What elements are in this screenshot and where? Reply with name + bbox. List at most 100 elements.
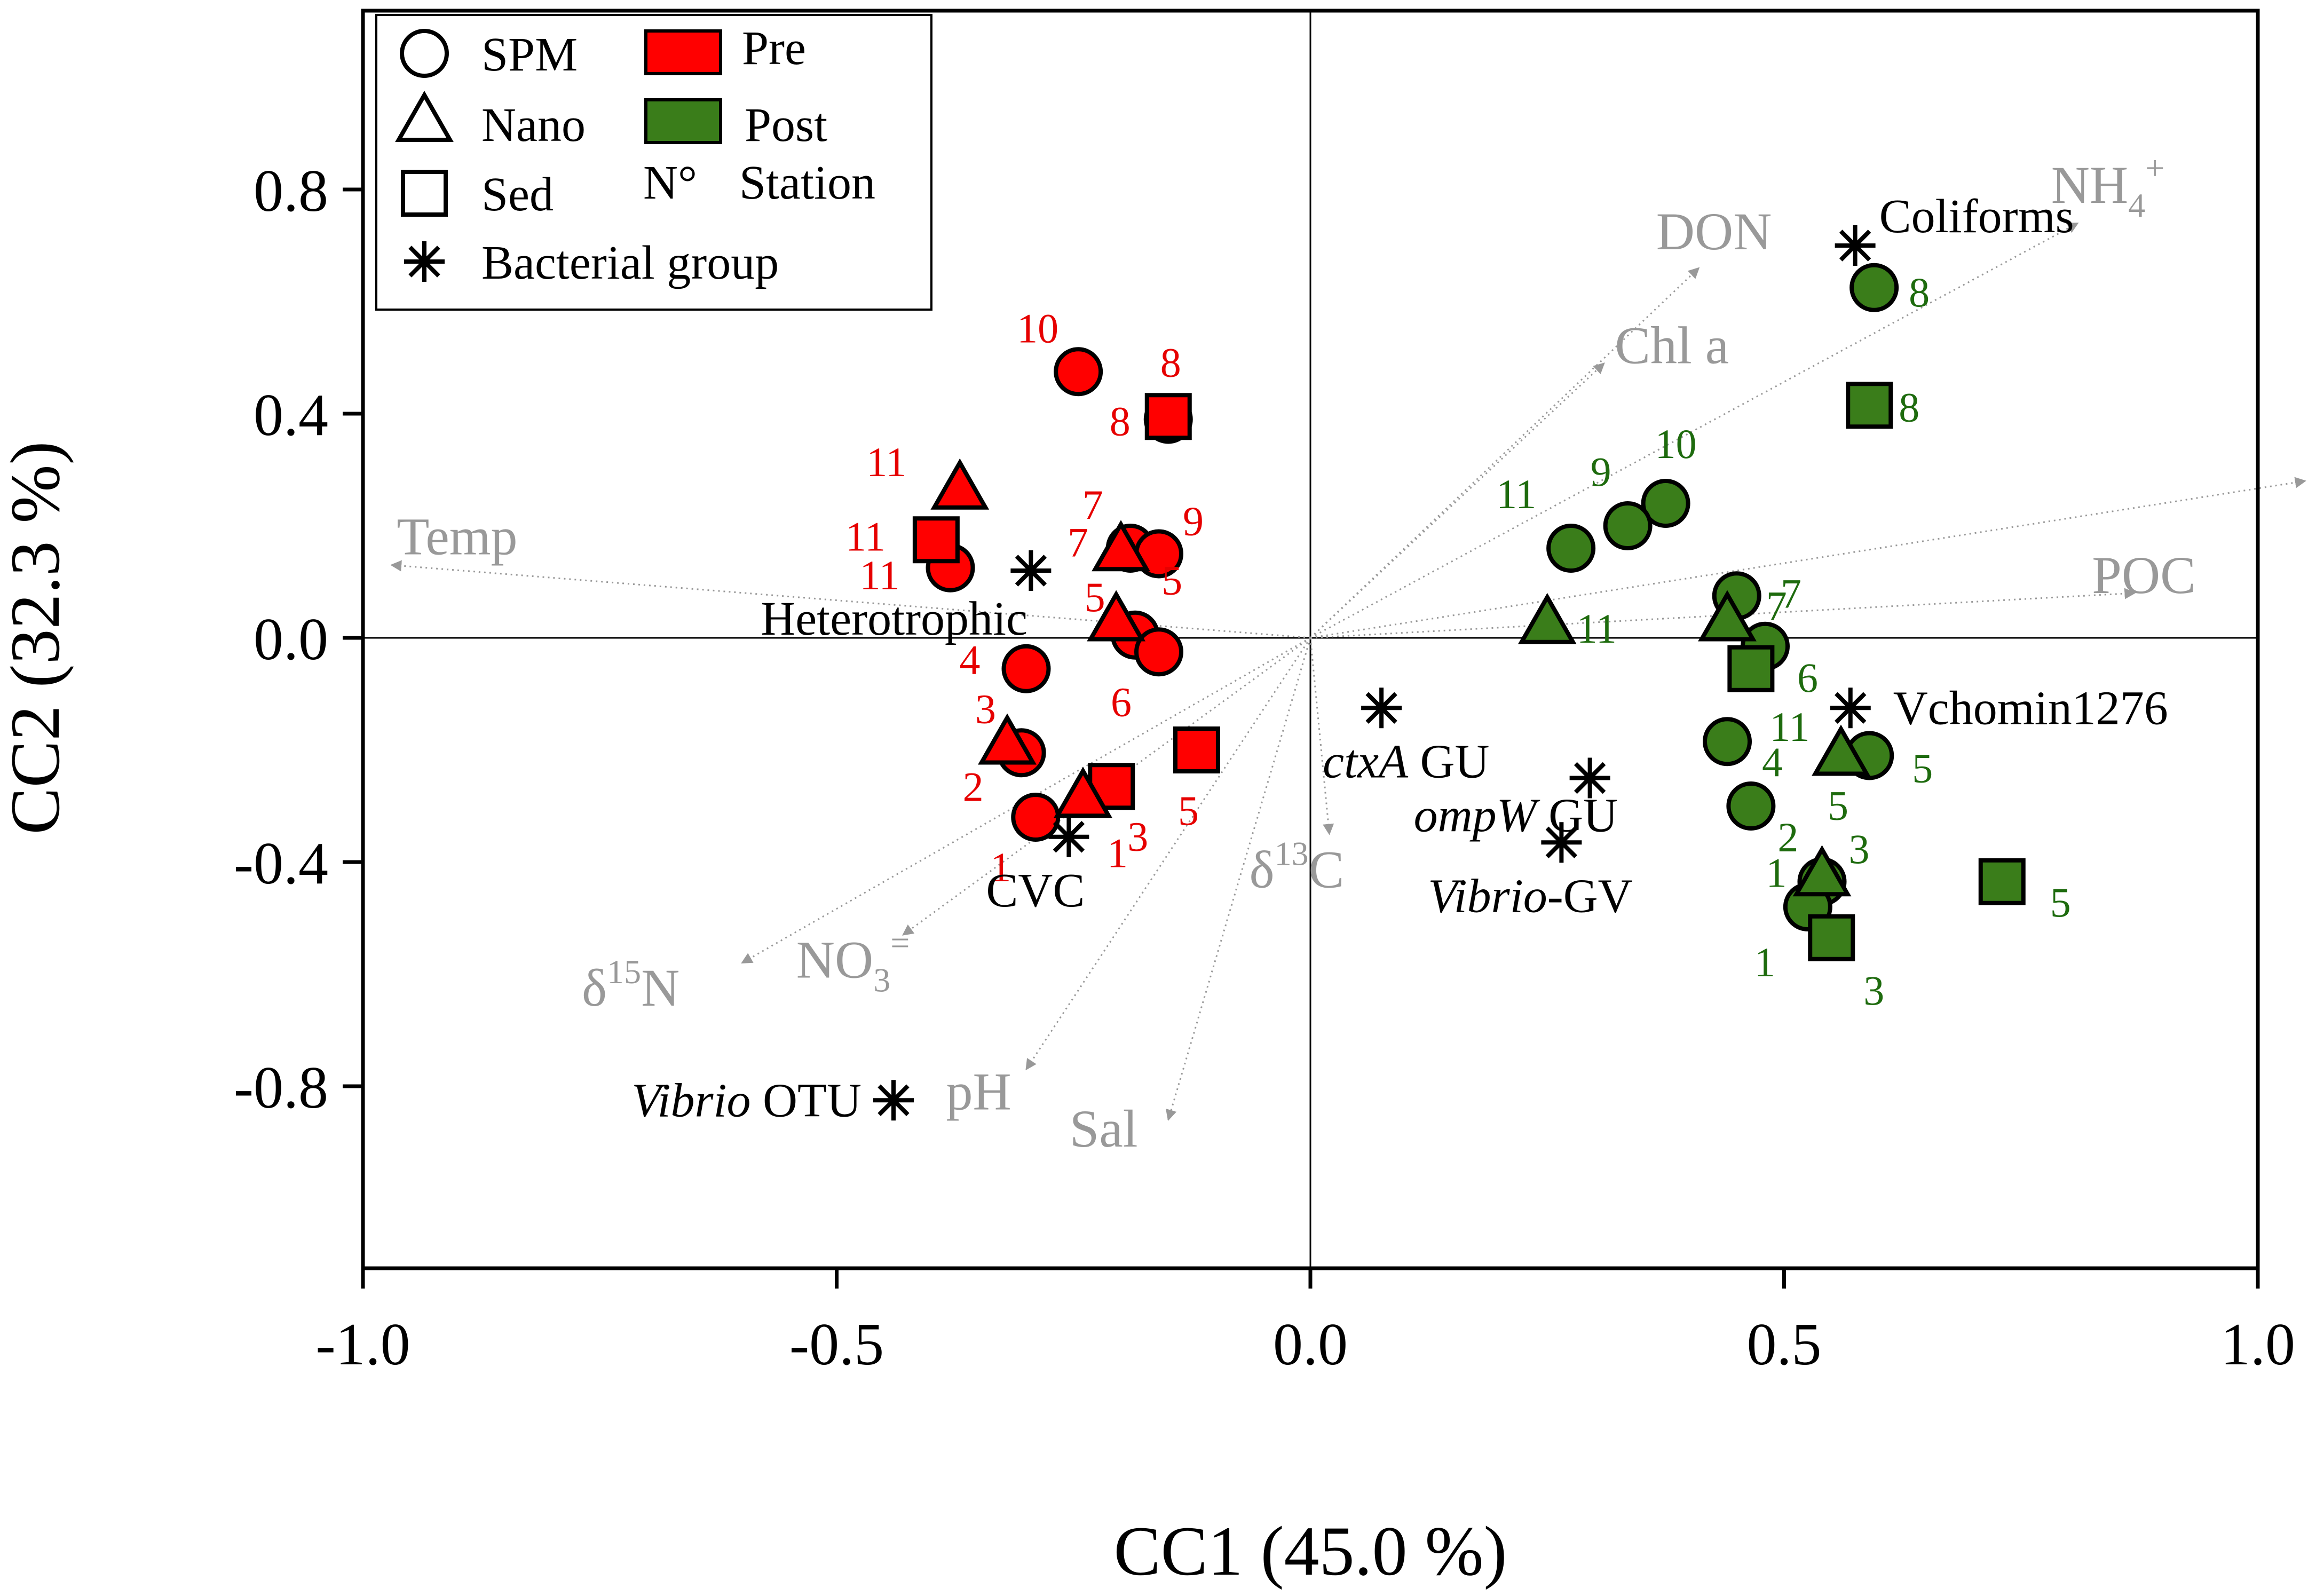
point-pre-nano-station-11 bbox=[930, 458, 990, 510]
station-label-pre-spm-9: 9 bbox=[1183, 498, 1204, 544]
env-label-ph: pH bbox=[946, 1062, 1011, 1121]
legend-label-pre: Pre bbox=[742, 22, 806, 75]
y-tick-label: -0.4 bbox=[234, 831, 328, 897]
x-tick-label: -0.5 bbox=[789, 1311, 884, 1378]
env-label-poc: POC bbox=[2092, 546, 2196, 605]
station-label-post-sed-3: 3 bbox=[1863, 967, 1884, 1014]
y-tick-label: 0.8 bbox=[254, 158, 328, 224]
point-post-sed-station-11 bbox=[1727, 645, 1775, 692]
point-post-spm-station-11 bbox=[1546, 524, 1596, 573]
station-label-pre-sed-8: 8 bbox=[1160, 339, 1181, 385]
station-label-pre-sed-3: 3 bbox=[1127, 813, 1148, 859]
station-label-post-spm-4: 4 bbox=[1762, 739, 1783, 785]
station-label-pre-spm-5: 5 bbox=[1085, 574, 1105, 620]
station-label-post-spm-10: 10 bbox=[1655, 421, 1697, 467]
y-tick-label: -0.8 bbox=[234, 1055, 328, 1121]
env-vector-ph bbox=[1025, 637, 1311, 1071]
station-label-post-sed-5: 5 bbox=[2050, 879, 2071, 926]
point-post-sed-station-5 bbox=[1978, 858, 2026, 905]
bacterial-groups: Coliforms Heterotrophic ctxA GU Vchomin1276… bbox=[631, 190, 2168, 1127]
station-label-pre-nano-3: 3 bbox=[975, 686, 996, 732]
legend-circle-icon bbox=[400, 29, 449, 78]
env-label-don: DON bbox=[1656, 202, 1772, 261]
bacterial-group-marker-cvc bbox=[1048, 816, 1089, 857]
env-vector-chl-a bbox=[1309, 362, 1605, 639]
station-label-post-spm-9: 9 bbox=[1591, 448, 1611, 495]
axes: -1.0 -0.5 0.0 0.5 1.0 -0.8 -0.4 0.0 0.4 0.8 CC1 (4… bbox=[0, 158, 2295, 1590]
station-label-pre-spm-10: 10 bbox=[1017, 305, 1058, 351]
env-vector-13c bbox=[1309, 637, 1334, 835]
bacterial-group-marker-ctxa-gu bbox=[1361, 688, 1402, 729]
station-label-pre-spm-7: 7 bbox=[1082, 481, 1103, 528]
env-vector-nh4 bbox=[1310, 222, 2079, 639]
x-tick-label: 0.0 bbox=[1273, 1311, 1348, 1378]
legend-asterisk-icon bbox=[404, 241, 445, 282]
point-post-nano-station-5 bbox=[1812, 724, 1870, 776]
point-pre-spm-station-10 bbox=[1054, 347, 1103, 397]
bacterial-group-label-heterotrophic: Heterotrophic bbox=[761, 592, 1027, 645]
env-label-nh4: NH4+ bbox=[2051, 149, 2165, 224]
point-pre-sed-station-5 bbox=[1173, 726, 1220, 773]
env-label-15n: δ15N bbox=[582, 953, 679, 1017]
point-pre-nano-station-1 bbox=[1054, 767, 1112, 818]
station-label-post-nano-11: 11 bbox=[1577, 605, 1617, 652]
station-label-post-nano-7: 7 bbox=[1781, 571, 1801, 617]
x-tick-label: 1.0 bbox=[2220, 1311, 2295, 1378]
legend-station-label: Station bbox=[739, 156, 875, 209]
station-label-post-spm-7: 7 bbox=[1766, 582, 1787, 629]
y-tick-label: 0.0 bbox=[254, 606, 328, 673]
station-label-post-nano-5: 5 bbox=[1828, 783, 1848, 829]
legend-label-nano: Nano bbox=[481, 99, 586, 152]
station-label-post-spm-11: 11 bbox=[1496, 471, 1536, 517]
legend-post-swatch bbox=[644, 98, 722, 144]
station-label-post-sed-8: 8 bbox=[1899, 384, 1919, 430]
legend-triangle-icon bbox=[395, 90, 454, 142]
point-pre-sed-station-3 bbox=[1088, 763, 1135, 810]
point-pre-sed-station-11 bbox=[912, 516, 960, 564]
legend-square-icon bbox=[401, 170, 448, 217]
station-label-pre-nano-1: 1 bbox=[1107, 829, 1128, 876]
station-label-pre-spm-6: 6 bbox=[1111, 678, 1132, 725]
legend: SPM Nano Sed Bacterial group Pre Post N° Statio… bbox=[375, 14, 932, 311]
point-pre-spm-station-4 bbox=[1001, 644, 1051, 693]
station-label-post-spm-1: 1 bbox=[1754, 939, 1775, 985]
bacterial-group-label-vibrio-otu: Vibrio OTU bbox=[631, 1074, 861, 1127]
y-axis-title: CC2 (32.3 %) bbox=[0, 441, 74, 835]
station-label-pre-spm-4: 4 bbox=[960, 637, 981, 683]
station-label-post-nano-1: 1 bbox=[1766, 849, 1787, 896]
point-pre-sed-station-8 bbox=[1144, 393, 1192, 440]
point-post-spm-station-2 bbox=[1726, 781, 1776, 831]
station-label-pre-sed-11: 11 bbox=[845, 513, 886, 559]
bacterial-group-label-coliforms: Coliforms bbox=[1879, 190, 2074, 243]
bacterial-group-label-vchomin1276: Vchomin1276 bbox=[1893, 682, 2168, 734]
station-label-pre-nano-11: 11 bbox=[866, 439, 906, 485]
legend-label-sed: Sed bbox=[481, 168, 554, 221]
legend-label-bacterial-group: Bacterial group bbox=[481, 236, 779, 289]
point-pre-spm-station-1 bbox=[1011, 793, 1061, 842]
env-label-13c: δ13C bbox=[1250, 835, 1345, 899]
station-label-pre-nano-5: 5 bbox=[1161, 557, 1182, 604]
station-label-post-spm-2: 2 bbox=[1777, 814, 1798, 860]
legend-pre-swatch bbox=[644, 29, 722, 75]
bacterial-group-marker-vibrio-gv bbox=[1541, 822, 1582, 863]
bacterial-group-label-vibrio-gv: Vibrio-GV bbox=[1428, 870, 1632, 922]
bacterial-group-marker-coliforms bbox=[1835, 225, 1876, 266]
y-tick-label: 0.4 bbox=[254, 382, 328, 448]
point-post-sed-station-8 bbox=[1846, 382, 1893, 429]
bacterial-group-marker-vibrio-otu bbox=[873, 1080, 914, 1121]
env-label-temp: Temp bbox=[397, 507, 517, 566]
station-label-pre-sed-5: 5 bbox=[1178, 787, 1199, 834]
bacterial-group-label-ctxa-gu: ctxA GU bbox=[1323, 735, 1489, 788]
point-pre-nano-station-5 bbox=[1087, 590, 1146, 642]
station-label-pre-spm-1: 1 bbox=[990, 844, 1011, 890]
station-label-post-spm-6: 6 bbox=[1797, 654, 1818, 701]
point-post-spm-station-9 bbox=[1603, 501, 1653, 550]
env-label-no3: NO3= bbox=[796, 924, 910, 999]
station-label-post-spm-5: 5 bbox=[1912, 745, 1933, 792]
env-vector-15n bbox=[741, 637, 1311, 964]
point-post-spm-station-10 bbox=[1641, 479, 1690, 528]
bacterial-group-marker-heterotrophic bbox=[1010, 550, 1052, 591]
point-post-nano-station-7 bbox=[1698, 590, 1757, 642]
